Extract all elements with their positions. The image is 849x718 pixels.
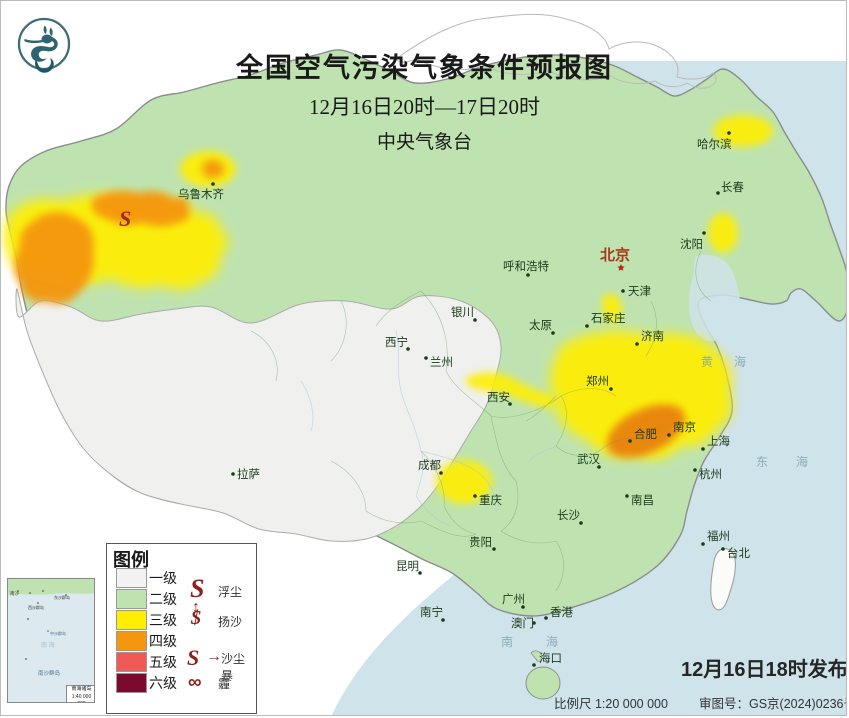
svg-text:郑州: 郑州: [586, 374, 609, 388]
svg-text:南沙: 南沙: [10, 590, 19, 596]
svg-text:东: 东: [756, 455, 768, 469]
svg-text:呼和浩特: 呼和浩特: [503, 259, 549, 273]
svg-text:贵阳: 贵阳: [469, 536, 492, 549]
svg-text:南 海: 南 海: [41, 641, 55, 649]
svg-text:台北: 台北: [727, 546, 750, 560]
svg-text:海: 海: [796, 454, 808, 469]
svg-text:重庆: 重庆: [479, 493, 502, 507]
svg-text:西宁: 西宁: [385, 335, 408, 349]
svg-text:南京: 南京: [673, 420, 696, 434]
svg-text:沈阳: 沈阳: [680, 237, 703, 251]
svg-text:北京: 北京: [600, 246, 630, 264]
svg-text:合肥: 合肥: [634, 427, 657, 441]
svg-text:上海: 上海: [707, 434, 730, 448]
svg-text:海口: 海口: [539, 651, 562, 665]
svg-text:福州: 福州: [707, 529, 730, 543]
svg-text:西沙群岛: 西沙群岛: [28, 604, 44, 610]
svg-text:银川: 银川: [451, 305, 474, 319]
svg-text:长沙: 长沙: [557, 509, 580, 522]
svg-text:拉萨: 拉萨: [237, 467, 260, 481]
svg-text:杭州: 杭州: [699, 467, 722, 481]
svg-text:南沙群岛: 南沙群岛: [38, 669, 61, 677]
svg-text:S: S: [119, 206, 131, 231]
svg-text:南昌: 南昌: [631, 493, 654, 507]
svg-text:昆明: 昆明: [396, 560, 419, 573]
svg-text:乌鲁木齐: 乌鲁木齐: [178, 187, 224, 201]
svg-text:太原: 太原: [529, 319, 552, 332]
svg-text:中沙群岛: 中沙群岛: [50, 630, 66, 636]
svg-text:广州: 广州: [502, 593, 525, 606]
svg-text:南: 南: [501, 634, 513, 649]
svg-text:香港: 香港: [550, 606, 573, 619]
svg-text:东沙群岛: 东沙群岛: [54, 594, 70, 600]
svg-text:兰州: 兰州: [430, 356, 453, 369]
svg-text:南宁: 南宁: [420, 605, 443, 619]
svg-text:天津: 天津: [628, 285, 651, 298]
svg-text:海: 海: [546, 634, 558, 649]
svg-text:海: 海: [734, 354, 746, 369]
svg-text:济南: 济南: [641, 329, 664, 343]
svg-text:澳门: 澳门: [511, 616, 534, 630]
svg-text:黄: 黄: [701, 355, 713, 369]
svg-text:西安: 西安: [487, 390, 510, 404]
svg-text:长春: 长春: [721, 181, 744, 194]
svg-text:石家庄: 石家庄: [591, 311, 626, 325]
